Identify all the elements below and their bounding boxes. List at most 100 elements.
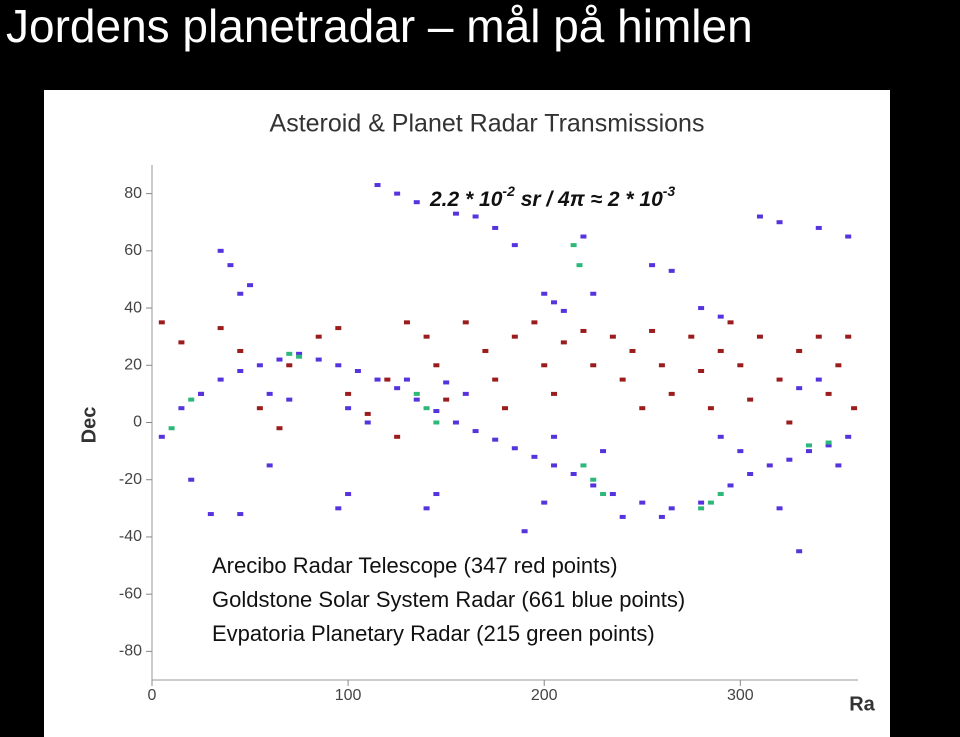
point — [276, 426, 283, 431]
point — [335, 506, 342, 511]
point — [531, 320, 538, 325]
point — [668, 506, 675, 511]
legend-entry: Arecibo Radar Telescope (347 red points) — [212, 553, 618, 578]
point — [227, 263, 234, 268]
annotation-sup: -3 — [663, 183, 676, 199]
point — [315, 334, 322, 339]
point — [560, 308, 567, 313]
annotation-part: 2.2 * 10 — [429, 188, 503, 211]
point — [580, 234, 587, 239]
point — [433, 492, 440, 497]
point — [247, 283, 254, 288]
point — [492, 437, 499, 442]
y-tick-label: -40 — [119, 528, 142, 545]
point — [639, 406, 646, 411]
point — [649, 263, 656, 268]
point — [756, 214, 763, 219]
point — [805, 443, 812, 448]
point — [698, 506, 705, 511]
point — [472, 214, 479, 219]
point — [237, 348, 244, 353]
y-tick-label: -20 — [119, 471, 142, 488]
point — [717, 434, 724, 439]
y-tick-label: 0 — [133, 414, 142, 431]
point — [776, 377, 783, 382]
point — [668, 391, 675, 396]
point — [502, 406, 508, 411]
point — [452, 420, 459, 425]
point — [600, 492, 607, 497]
point — [472, 429, 479, 434]
point — [815, 225, 822, 230]
point — [413, 391, 420, 396]
point — [511, 243, 518, 248]
y-axis-label: Dec — [78, 407, 100, 444]
point — [511, 334, 518, 339]
point — [423, 506, 430, 511]
annotation: 2.2 * 10-2 sr / 4π ≈ 2 * 10-3 — [429, 183, 675, 211]
point — [178, 406, 185, 411]
point — [576, 263, 583, 268]
point — [658, 363, 665, 368]
point — [845, 434, 852, 439]
point — [217, 377, 224, 382]
point — [335, 326, 342, 331]
point — [256, 406, 263, 411]
x-tick-label: 100 — [335, 687, 362, 704]
point — [394, 386, 401, 391]
point — [698, 306, 705, 311]
point — [766, 463, 773, 468]
point — [541, 500, 548, 505]
point — [717, 492, 724, 497]
point — [825, 391, 832, 396]
point — [296, 354, 303, 359]
legend-entry: Evpatoria Planetary Radar (215 green poi… — [212, 621, 655, 646]
point — [394, 191, 401, 196]
point — [403, 377, 410, 382]
point — [560, 340, 567, 345]
point — [374, 183, 381, 188]
chart-panel — [44, 90, 890, 737]
point — [237, 512, 244, 517]
y-tick-label: 80 — [124, 185, 142, 202]
point — [609, 334, 616, 339]
point — [609, 492, 616, 497]
point — [315, 357, 322, 362]
point — [590, 483, 597, 488]
point — [590, 477, 597, 482]
point — [815, 377, 822, 382]
point — [531, 454, 538, 459]
point — [403, 320, 410, 325]
point — [551, 391, 558, 396]
point — [747, 397, 754, 402]
point — [796, 386, 803, 391]
point — [815, 334, 822, 339]
point — [433, 420, 440, 425]
x-tick-label: 300 — [727, 687, 754, 704]
point — [237, 291, 244, 296]
point — [462, 320, 469, 325]
point — [570, 243, 577, 248]
slide-title: Jordens planetradar – mål på himlen — [6, 0, 753, 52]
point — [296, 351, 303, 356]
point — [590, 363, 597, 368]
point — [384, 377, 391, 382]
point — [717, 314, 724, 319]
point — [521, 529, 528, 534]
point — [364, 411, 371, 416]
point — [158, 434, 165, 439]
point — [345, 406, 352, 411]
point — [629, 348, 636, 353]
point — [266, 391, 273, 396]
point — [266, 463, 273, 468]
point — [796, 348, 803, 353]
point — [845, 234, 852, 239]
point — [668, 268, 675, 273]
annotation-sup: -2 — [502, 183, 515, 199]
point — [158, 320, 165, 325]
point — [462, 391, 469, 396]
y-tick-label: -80 — [119, 643, 142, 660]
annotation-part: sr / 4π ≈ 2 * 10 — [515, 188, 663, 211]
point — [649, 328, 656, 333]
